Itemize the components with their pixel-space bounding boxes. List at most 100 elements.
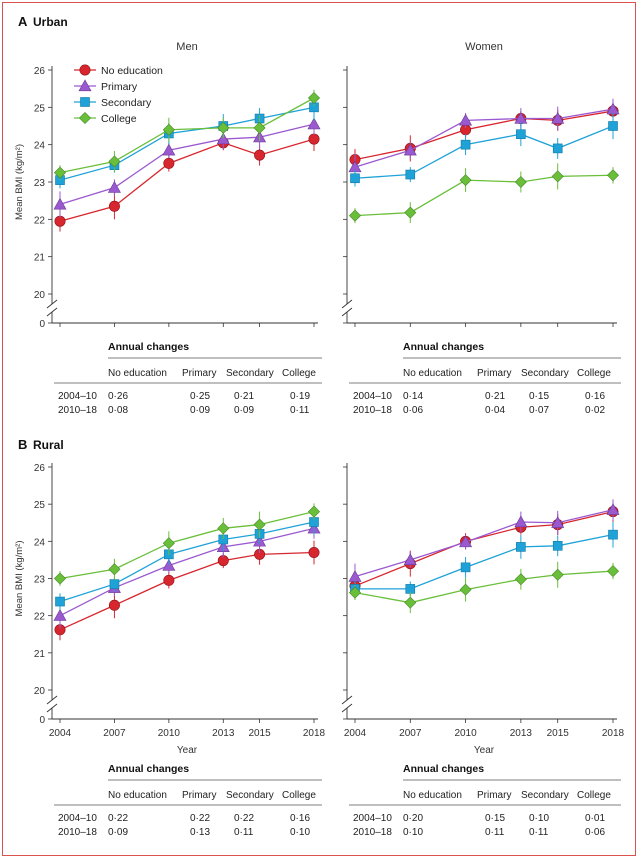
data-point	[404, 206, 417, 219]
series-line	[59, 97, 315, 174]
data-point	[459, 113, 473, 126]
series-line	[59, 123, 315, 206]
data-point	[162, 558, 176, 571]
series-line	[355, 534, 614, 590]
data-point	[253, 518, 266, 531]
legend-label: Secondary	[101, 97, 152, 109]
axis-break-mark	[46, 299, 58, 309]
table-value: 0·09	[234, 405, 254, 416]
section-title: Urban	[33, 15, 68, 29]
series-line	[59, 527, 315, 617]
table-period: 2010–18	[353, 827, 392, 838]
table-value: 0·21	[234, 391, 254, 402]
data-point	[307, 505, 321, 518]
table-column-header: College	[577, 368, 611, 379]
data-point	[108, 155, 121, 168]
table-column-header: No education	[108, 368, 167, 379]
x-tick-label: 2007	[399, 728, 422, 739]
data-point	[216, 132, 230, 145]
table-value: 0·10	[529, 813, 549, 824]
data-point	[551, 111, 565, 124]
data-point	[403, 143, 417, 156]
series-line	[354, 509, 614, 578]
series-line	[59, 138, 315, 222]
data-point	[405, 169, 416, 180]
x-axis-label: Year	[474, 745, 495, 756]
data-point	[108, 599, 120, 611]
y-tick-label: 26	[34, 463, 46, 474]
table-value: 0·07	[529, 405, 549, 416]
legend-marker	[78, 111, 92, 125]
data-point	[53, 197, 67, 210]
data-point	[460, 562, 471, 573]
table-value: 0·01	[585, 813, 605, 824]
panel-title: Women	[465, 41, 503, 53]
data-point	[551, 170, 564, 183]
series-line	[59, 106, 315, 181]
x-tick-label: 2018	[303, 728, 326, 739]
data-point	[53, 572, 67, 585]
data-point	[109, 579, 120, 589]
data-point	[552, 143, 563, 154]
x-tick-label: 2007	[103, 728, 126, 739]
table-value: 0·14	[403, 391, 423, 402]
x-tick-label: 2015	[547, 728, 570, 739]
x-tick-label: 2004	[344, 728, 367, 739]
y-tick-label: 24	[34, 141, 46, 152]
series-line	[59, 510, 315, 580]
table-period: 2010–18	[58, 827, 97, 838]
data-point	[55, 596, 65, 607]
section-title: Rural	[33, 438, 64, 452]
table-value: 0·22	[190, 813, 210, 824]
x-tick-label: 2010	[454, 728, 477, 739]
data-point	[552, 540, 563, 551]
legend-marker	[79, 64, 91, 76]
table-period: 2004–10	[58, 813, 97, 824]
data-point	[404, 596, 417, 609]
y-tick-label: 0	[39, 715, 45, 726]
table-value: 0·15	[485, 813, 505, 824]
y-tick-label: 20	[34, 686, 46, 697]
data-point	[551, 516, 565, 528]
data-point	[307, 91, 321, 105]
y-tick-label: 26	[34, 66, 46, 77]
data-point	[162, 123, 175, 136]
y-tick-label: 0	[39, 319, 45, 330]
series-line	[354, 570, 614, 604]
axis-break-mark	[341, 307, 353, 317]
data-point	[606, 169, 620, 182]
table-value: 0·19	[290, 391, 310, 402]
data-point	[54, 215, 66, 227]
series-line	[354, 174, 614, 217]
data-point	[163, 157, 175, 169]
data-point	[606, 565, 620, 578]
table-value: 0·13	[190, 827, 210, 838]
table-column-header: College	[282, 368, 316, 379]
table-column-header: College	[577, 790, 611, 801]
data-point	[459, 174, 472, 187]
legend-label: College	[101, 113, 137, 125]
data-point	[516, 542, 526, 552]
table-value: 0·11	[290, 405, 310, 416]
table-value: 0·15	[529, 391, 549, 402]
legend-marker	[78, 79, 92, 92]
table-value: 0·22	[108, 813, 128, 824]
table-column-header: Primary	[477, 790, 511, 801]
section-letter: B	[18, 437, 27, 452]
data-point	[403, 553, 417, 566]
data-point	[551, 568, 564, 581]
annual-changes-header: Annual changes	[108, 763, 189, 775]
data-point	[348, 209, 362, 222]
table-value: 0·09	[190, 405, 210, 416]
table-column-header: Secondary	[226, 790, 274, 801]
data-point	[348, 586, 362, 599]
table-value: 0·06	[585, 827, 605, 838]
x-tick-label: 2013	[212, 728, 235, 739]
x-axis-label: Year	[177, 745, 198, 756]
y-axis-label: Mean BMI (kg/m²)	[14, 540, 25, 616]
table-column-header: Primary	[182, 790, 216, 801]
data-point	[53, 166, 67, 179]
table-value: 0·11	[234, 827, 254, 838]
table-column-header: Secondary	[521, 368, 569, 379]
